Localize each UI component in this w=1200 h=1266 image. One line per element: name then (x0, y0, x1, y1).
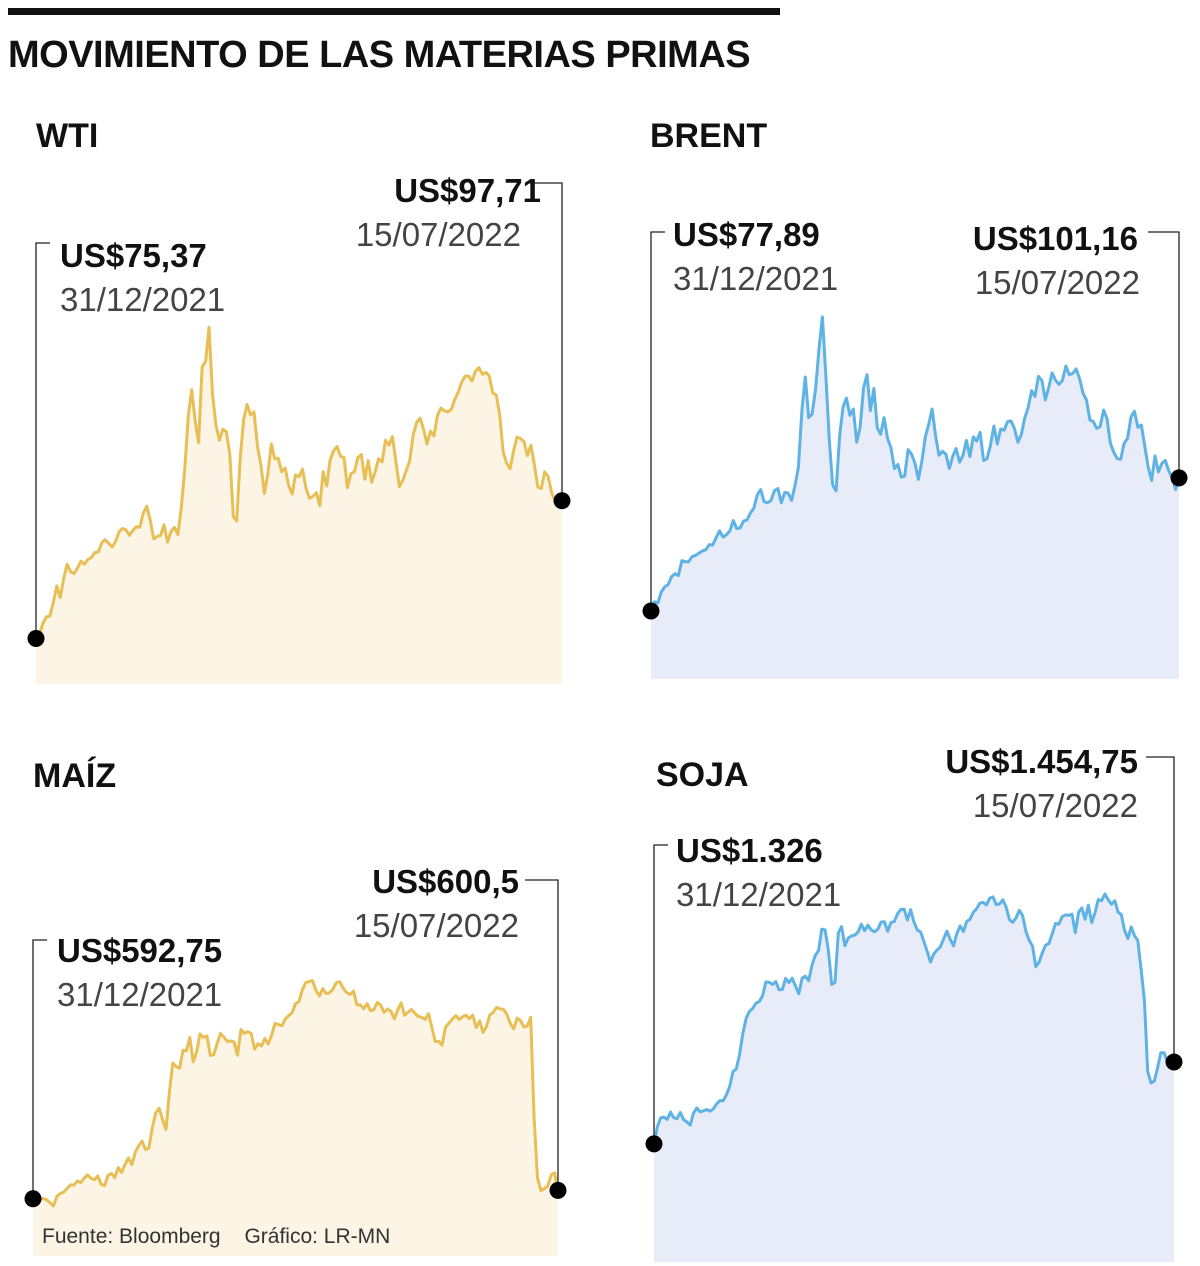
start-marker (645, 1135, 663, 1153)
end-marker (549, 1181, 567, 1199)
end-date-label: 15/07/2022 (975, 264, 1140, 301)
end-date-label: 15/07/2022 (354, 907, 519, 944)
series-line (652, 892, 1175, 1145)
end-leader-line (1148, 231, 1180, 478)
start-marker (24, 1190, 42, 1208)
chart-title: WTI (36, 117, 98, 155)
title-rule (8, 8, 780, 15)
end-value-label: US$101,16 (973, 220, 1138, 257)
start-leader-line (32, 939, 47, 1199)
start-date-label: 31/12/2021 (60, 281, 225, 318)
source-note: Fuente: Bloomberg Gráfico: LR-MN (42, 1225, 408, 1249)
start-date-label: 31/12/2021 (57, 976, 222, 1013)
area-fill (33, 980, 558, 1256)
start-value-label: US$1.326 (676, 832, 823, 869)
end-marker (1165, 1053, 1183, 1071)
end-marker (553, 492, 571, 510)
area-fill (651, 316, 1179, 679)
start-marker (642, 602, 660, 620)
start-value-label: US$77,89 (673, 216, 820, 253)
chart-soja: SOJA US$1.326 31/12/2021 US$1.454,75 15/07/2… (645, 743, 1183, 1262)
start-date-label: 31/12/2021 (673, 260, 838, 297)
start-leader-line (653, 844, 668, 1144)
source-label: Fuente: Bloomberg (42, 1225, 221, 1248)
start-value-label: US$75,37 (60, 237, 207, 274)
area-fill (36, 327, 562, 684)
page-title: MOVIMIENTO DE LAS MATERIAS PRIMAS (8, 34, 751, 76)
end-leader-line (525, 879, 559, 1191)
end-value-label: US$1.454,75 (945, 743, 1138, 780)
chart-title: SOJA (656, 756, 749, 794)
start-marker (27, 630, 45, 648)
end-leader-line (530, 182, 563, 501)
end-date-label: 15/07/2022 (356, 216, 521, 253)
chart-wti: WTI US$75,37 31/12/2021 US$97,71 15/07/2022 (27, 117, 571, 684)
end-marker (1170, 469, 1188, 487)
end-leader-line (1146, 756, 1175, 1063)
start-leader-line (35, 242, 50, 639)
start-leader-line (650, 231, 665, 611)
start-value-label: US$592,75 (57, 932, 222, 969)
series-line (34, 325, 563, 640)
chart-brent: BRENT US$77,89 31/12/2021 US$101,16 15/07/20… (642, 117, 1188, 679)
end-date-label: 15/07/2022 (973, 787, 1138, 824)
credit-label: Gráfico: LR-MN (244, 1225, 391, 1248)
series-line (649, 315, 1181, 612)
chart-title: BRENT (650, 117, 767, 155)
start-date-label: 31/12/2021 (676, 876, 841, 913)
chart-title: MAÍZ (33, 757, 116, 795)
end-value-label: US$600,5 (372, 863, 519, 900)
chart-maiz: MAÍZ US$592,75 31/12/2021 US$600,5 15/07/202… (24, 757, 567, 1256)
series-line (32, 979, 560, 1208)
end-value-label: US$97,71 (394, 172, 541, 209)
